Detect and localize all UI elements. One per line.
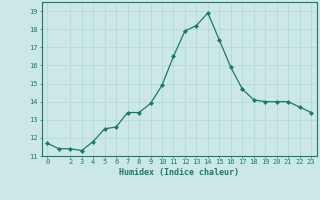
X-axis label: Humidex (Indice chaleur): Humidex (Indice chaleur) xyxy=(119,168,239,177)
